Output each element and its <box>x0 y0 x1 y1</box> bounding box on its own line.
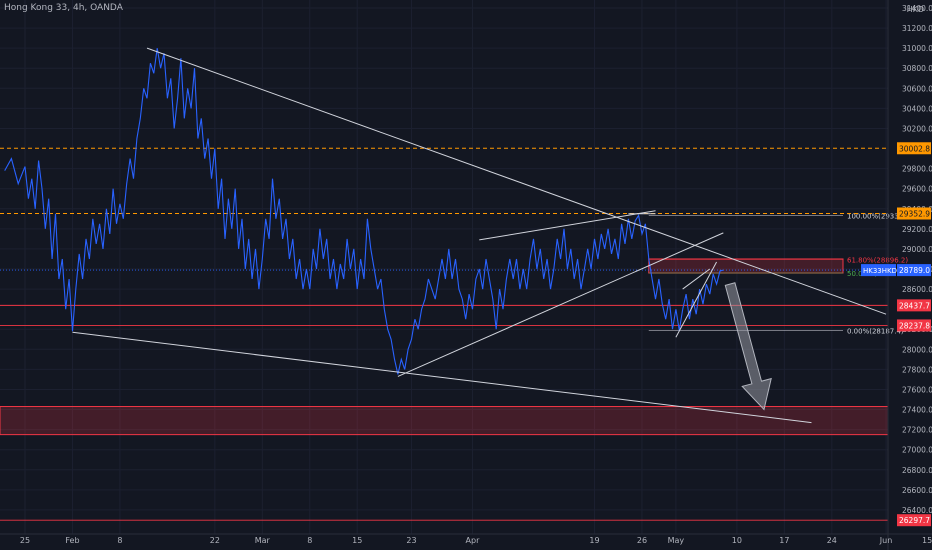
x-tick-label: 25 <box>20 536 30 545</box>
price-tag-label: 30002.8 <box>899 144 930 153</box>
y-tick-label: 27600.0 <box>902 385 932 394</box>
trendline <box>479 210 656 241</box>
support-zone <box>648 258 844 274</box>
support-zone <box>0 406 889 436</box>
fib-level-label: 61.80%(28896.2) <box>847 256 908 264</box>
price-tag-symbol: HK33HKD <box>863 267 897 275</box>
price-tag-label: 26297.7 <box>899 516 930 525</box>
y-tick-label: 30400.0 <box>902 104 932 113</box>
currency-label: HKD <box>906 5 924 14</box>
y-tick-label: 28000.0 <box>902 345 932 354</box>
x-tick-label: 23 <box>406 536 416 545</box>
y-tick-label: 27000.0 <box>902 446 932 455</box>
price-tag-label: 28789.0 <box>899 266 930 275</box>
symbol-title: Hong Kong 33, 4h, OANDA <box>4 3 123 13</box>
y-tick-label: 29000.0 <box>902 245 932 254</box>
price-tag-symbol-bg <box>861 264 896 277</box>
price-tag-bg <box>897 514 931 527</box>
x-tick-label: Jun <box>879 536 893 545</box>
price-tag-label: 29352.9 <box>899 209 930 218</box>
trendline <box>397 232 724 377</box>
projection-arrow <box>724 282 772 411</box>
price-tag-label: 28237.8 <box>899 321 930 330</box>
y-tick-label: 27800.0 <box>902 365 932 374</box>
price-tag-bg <box>897 264 931 277</box>
trendline <box>682 268 711 290</box>
x-tick-label: Mar <box>255 536 271 545</box>
x-tick-label: May <box>668 536 685 545</box>
y-tick-label: 27400.0 <box>902 406 932 415</box>
fib-level-label: 0.00%(28187.4) <box>847 327 904 335</box>
y-tick-label: 27200.0 <box>902 426 932 435</box>
y-tick-label: 28600.0 <box>902 285 932 294</box>
x-tick-label: 15:00 <box>922 536 932 545</box>
x-tick-label: 8 <box>117 536 122 545</box>
trendline <box>72 331 812 424</box>
x-tick-label: 24 <box>827 536 837 545</box>
y-tick-label: 29200.0 <box>902 225 932 234</box>
series-line-hk33hkd <box>4 48 724 375</box>
y-tick-label: 30600.0 <box>902 84 932 93</box>
y-tick-label: 31400.0 <box>902 4 932 13</box>
fib-level-label: 100.00%(29334.3) <box>847 212 913 220</box>
y-tick-label: 26800.0 <box>902 466 932 475</box>
x-tick-label: 17 <box>779 536 789 545</box>
x-tick-label: Feb <box>65 536 79 545</box>
y-tick-label: 31200.0 <box>902 24 932 33</box>
price-tag-bg <box>897 319 931 332</box>
y-tick-label: 29600.0 <box>902 185 932 194</box>
x-tick-label: 8 <box>307 536 312 545</box>
x-tick-label: 15 <box>352 536 362 545</box>
y-tick-label: 30200.0 <box>902 124 932 133</box>
trendline <box>675 261 717 338</box>
y-tick-label: 26600.0 <box>902 486 932 495</box>
price-tag-bg <box>897 207 931 220</box>
x-tick-label: 19 <box>589 536 599 545</box>
y-tick-label: 30800.0 <box>902 64 932 73</box>
y-tick-label: 26400.0 <box>902 506 932 515</box>
x-tick-label: 10 <box>732 536 742 545</box>
x-tick-label: 22 <box>210 536 220 545</box>
price-tag-label: 28437.7 <box>899 301 930 310</box>
price-tag-bg <box>897 299 931 312</box>
price-tag-bg <box>897 142 931 155</box>
x-tick-label: 26 <box>637 536 647 545</box>
y-tick-label: 29800.0 <box>902 165 932 174</box>
x-tick-label: Apr <box>466 536 481 545</box>
trendline <box>146 47 887 315</box>
y-tick-label: 31000.0 <box>902 44 932 53</box>
